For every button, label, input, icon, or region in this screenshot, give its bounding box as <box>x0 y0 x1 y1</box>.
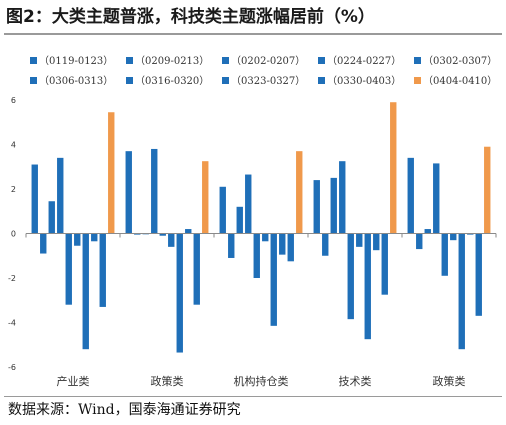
legend-label: （0119-0123） <box>39 55 113 67</box>
legend-swatch <box>318 77 325 84</box>
bar <box>313 180 320 234</box>
bar <box>467 233 474 235</box>
legend-swatch <box>222 77 229 84</box>
bar <box>458 233 465 350</box>
top-divider <box>4 33 502 35</box>
bar <box>40 233 47 254</box>
bar <box>168 233 175 247</box>
bar <box>287 233 294 262</box>
legend-swatch <box>414 77 421 84</box>
y-axis: 6 4 2 0 -2 -4 -6 <box>8 96 16 372</box>
bar <box>193 233 200 305</box>
bar <box>236 206 243 234</box>
bar <box>296 151 303 234</box>
legend-label: （0306-0313） <box>39 75 113 87</box>
bar <box>151 148 158 234</box>
legend-swatch <box>126 57 133 64</box>
y-tick-label: 6 <box>11 96 16 105</box>
legend-swatch <box>126 77 133 84</box>
x-category-label: 技术类 <box>339 374 372 388</box>
bar <box>99 233 106 307</box>
y-tick-label: 2 <box>11 185 16 194</box>
bottom-divider <box>4 396 502 397</box>
bar <box>424 229 431 234</box>
bar <box>74 233 81 246</box>
bar <box>245 174 252 234</box>
bar <box>364 233 371 340</box>
bar <box>475 233 482 316</box>
legend-label: （0202-0207） <box>231 55 305 67</box>
bar <box>322 233 329 256</box>
bar <box>219 186 226 234</box>
legend-swatch <box>414 57 421 64</box>
figure-title: 图2：大类主题普涨，科技类主题涨幅居前（%） <box>6 7 375 27</box>
legend-swatch <box>318 57 325 64</box>
bar <box>450 233 457 241</box>
source-note: 数据来源：Wind，国泰海通证券研究 <box>8 402 241 418</box>
y-tick-label: -6 <box>8 363 16 372</box>
legend-swatch <box>30 77 37 84</box>
x-category-label: 政策类 <box>433 374 466 388</box>
bar <box>441 233 448 276</box>
bar <box>202 161 209 234</box>
bar <box>82 233 89 350</box>
bar <box>125 151 132 234</box>
bar <box>253 233 260 278</box>
bar <box>108 112 115 234</box>
bar <box>356 233 363 247</box>
x-axis: 产业类 政策类 机构持仓类 技术类 政策类 <box>25 233 497 388</box>
bar <box>134 233 141 235</box>
legend-label: （0404-0410） <box>423 75 497 87</box>
bar <box>65 233 72 305</box>
bar <box>433 163 440 234</box>
bar <box>228 233 235 258</box>
y-tick-label: 0 <box>11 230 16 239</box>
legend-swatch <box>222 57 229 64</box>
legend-label: （0330-0403） <box>327 75 401 87</box>
legend-label: （0323-0327） <box>231 75 305 87</box>
chart-legend: （0119-0123） （0209-0213） （0202-0207） （0224-0… <box>30 55 497 87</box>
bar <box>484 146 491 234</box>
bar <box>347 233 354 320</box>
bar <box>48 201 55 234</box>
legend-swatch <box>30 57 37 64</box>
bar-chart: （0119-0123） （0209-0213） （0202-0207） （0224-0… <box>8 55 497 388</box>
bar <box>279 233 286 255</box>
bar <box>91 233 98 242</box>
legend-label: （0302-0307） <box>423 55 497 67</box>
x-category-label: 政策类 <box>151 374 184 388</box>
bar <box>185 229 192 234</box>
bar <box>262 233 269 242</box>
bar <box>390 102 397 234</box>
x-category-label: 产业类 <box>57 374 90 388</box>
legend-label: （0316-0320） <box>135 75 209 87</box>
bar <box>381 233 388 295</box>
x-category-label: 机构持仓类 <box>234 374 289 388</box>
bar <box>339 161 346 234</box>
bar <box>176 233 183 353</box>
bar <box>159 233 166 236</box>
y-tick-label: 4 <box>11 141 16 150</box>
bar <box>57 157 64 234</box>
bar-series-group <box>31 102 491 353</box>
bar <box>416 233 423 250</box>
bar <box>270 233 277 326</box>
y-tick-label: -2 <box>8 274 16 283</box>
legend-label: （0209-0213） <box>135 55 209 67</box>
bar <box>407 157 414 234</box>
y-tick-label: -4 <box>8 319 16 328</box>
bar <box>31 164 38 234</box>
bar <box>373 233 380 251</box>
bar <box>330 177 337 234</box>
legend-label: （0224-0227） <box>327 55 401 67</box>
